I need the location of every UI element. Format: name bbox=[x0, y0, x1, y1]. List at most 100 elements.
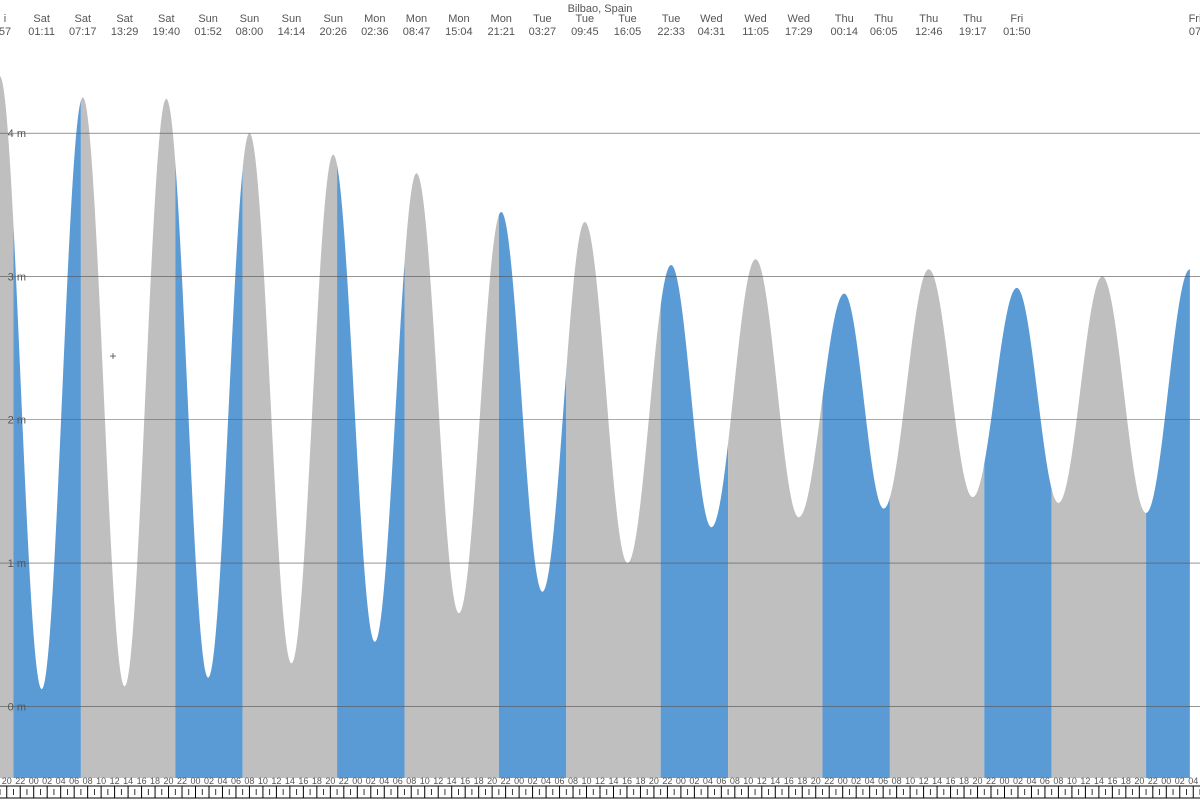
x-axis-hour-label: 00 bbox=[838, 776, 848, 786]
tide-event-day: Tue bbox=[576, 13, 595, 25]
tide-event-time: 03:27 bbox=[529, 26, 557, 38]
x-axis-hour-label: 02 bbox=[851, 776, 861, 786]
x-axis-hour-label: 06 bbox=[878, 776, 888, 786]
tide-event-time: 17:29 bbox=[785, 26, 813, 38]
tide-event-day: Thu bbox=[919, 13, 938, 25]
x-axis-hour-label: 08 bbox=[1053, 776, 1063, 786]
tide-event-time: 01:11 bbox=[28, 26, 55, 38]
x-axis-hour-label: 18 bbox=[959, 776, 969, 786]
tide-event-time: 01:52 bbox=[194, 26, 222, 38]
x-axis-hour-label: 06 bbox=[555, 776, 565, 786]
x-axis-hour-label: 02 bbox=[1013, 776, 1023, 786]
x-axis-hour-label: 04 bbox=[865, 776, 875, 786]
x-axis-hour-label: 22 bbox=[662, 776, 672, 786]
tide-event-day: Wed bbox=[744, 13, 766, 25]
x-axis-hour-label: 20 bbox=[487, 776, 497, 786]
x-axis-hour-label: 22 bbox=[1148, 776, 1158, 786]
x-axis-hour-label: 20 bbox=[1134, 776, 1144, 786]
x-axis-hour-label: 04 bbox=[56, 776, 66, 786]
x-axis-hour-label: 14 bbox=[608, 776, 618, 786]
x-axis-hour-label: 12 bbox=[433, 776, 443, 786]
x-axis-hour-label: 16 bbox=[622, 776, 632, 786]
x-axis-hour-label: 12 bbox=[595, 776, 605, 786]
x-axis-hour-label: 20 bbox=[2, 776, 12, 786]
tide-event-day: Thu bbox=[835, 13, 854, 25]
x-axis-hour-label: 02 bbox=[1175, 776, 1185, 786]
x-axis-hour-label: 14 bbox=[285, 776, 295, 786]
x-axis-hour-label: 10 bbox=[96, 776, 106, 786]
tide-event-time: 22:33 bbox=[657, 26, 685, 38]
x-axis-hour-label: 08 bbox=[406, 776, 416, 786]
x-axis-hour-label: 22 bbox=[986, 776, 996, 786]
x-axis-hour-label: 18 bbox=[474, 776, 484, 786]
tide-event-day: Wed bbox=[788, 13, 810, 25]
y-axis-tick-label: 1 m bbox=[8, 558, 26, 570]
tide-event-day: Mon bbox=[406, 13, 427, 25]
y-axis-tick-label: 0 m bbox=[8, 701, 26, 713]
tide-event-day: Tue bbox=[662, 13, 681, 25]
tide-event-day: Mon bbox=[364, 13, 385, 25]
tide-event-time: 00:14 bbox=[830, 26, 858, 38]
x-axis-hour-label: 16 bbox=[784, 776, 794, 786]
x-axis-hour-label: 12 bbox=[757, 776, 767, 786]
x-axis-hour-label: 22 bbox=[501, 776, 511, 786]
x-axis-hour-label: 18 bbox=[150, 776, 160, 786]
x-axis-hour-label: 04 bbox=[541, 776, 551, 786]
x-axis-hour-label: 14 bbox=[123, 776, 133, 786]
x-axis-hour-label: 04 bbox=[703, 776, 713, 786]
x-axis-hour-label: 16 bbox=[137, 776, 147, 786]
x-axis-hour-label: 10 bbox=[1067, 776, 1077, 786]
x-axis-hour-label: 16 bbox=[298, 776, 308, 786]
tide-event-day: Fri bbox=[1189, 13, 1200, 25]
x-axis-hour-label: 00 bbox=[352, 776, 362, 786]
tide-event-time: 09:45 bbox=[571, 26, 599, 38]
tide-event-time: 19:17 bbox=[959, 26, 987, 38]
x-axis-hour-label: 16 bbox=[460, 776, 470, 786]
tide-event-time: 57 bbox=[0, 26, 11, 38]
x-axis-hour-label: 08 bbox=[244, 776, 254, 786]
x-axis-hour-label: 02 bbox=[204, 776, 214, 786]
tide-event-day: Sat bbox=[116, 13, 133, 25]
tide-event-day: Sun bbox=[240, 13, 260, 25]
y-axis-tick-label: 2 m bbox=[8, 415, 26, 427]
y-axis-tick-label: 4 m bbox=[8, 128, 26, 140]
x-axis-hour-label: 08 bbox=[83, 776, 93, 786]
x-axis-hour-label: 22 bbox=[15, 776, 25, 786]
tide-event-day: Mon bbox=[448, 13, 469, 25]
x-axis-hour-label: 00 bbox=[676, 776, 686, 786]
tide-event-day: i bbox=[4, 13, 6, 25]
tide-event-time: 08:47 bbox=[403, 26, 431, 38]
x-axis-hour-label: 06 bbox=[716, 776, 726, 786]
tide-event-time: 12:46 bbox=[915, 26, 943, 38]
x-axis-hour-label: 04 bbox=[379, 776, 389, 786]
tide-event-time: 20:26 bbox=[319, 26, 347, 38]
x-axis-hour-label: 18 bbox=[312, 776, 322, 786]
tide-event-time: 13:29 bbox=[111, 26, 139, 38]
tide-event-time: 21:21 bbox=[487, 26, 515, 38]
tide-event-day: Thu bbox=[874, 13, 893, 25]
x-axis-hour-label: 20 bbox=[325, 776, 335, 786]
x-axis-hour-label: 02 bbox=[366, 776, 376, 786]
x-axis-hour-label: 06 bbox=[1040, 776, 1050, 786]
tide-event-time: 01:50 bbox=[1003, 26, 1031, 38]
x-axis-hour-label: 20 bbox=[973, 776, 983, 786]
tide-event-day: Sun bbox=[198, 13, 218, 25]
x-axis-hour-label: 14 bbox=[932, 776, 942, 786]
tide-event-day: Sat bbox=[75, 13, 92, 25]
tide-event-day: Fri bbox=[1010, 13, 1023, 25]
x-axis-hour-label: 18 bbox=[635, 776, 645, 786]
crosshair-icon: + bbox=[109, 349, 116, 363]
x-axis-hour-label: 06 bbox=[231, 776, 241, 786]
tide-event-time: 15:04 bbox=[445, 26, 473, 38]
x-axis-hour-label: 08 bbox=[568, 776, 578, 786]
tide-event-day: Sun bbox=[282, 13, 302, 25]
tide-event-day: Tue bbox=[618, 13, 637, 25]
tide-event-time: 04:31 bbox=[698, 26, 726, 38]
x-axis-hour-label: 14 bbox=[447, 776, 457, 786]
tide-event-time: 07:17 bbox=[69, 26, 97, 38]
x-axis-hour-label: 10 bbox=[743, 776, 753, 786]
tide-event-time: 08:00 bbox=[236, 26, 264, 38]
x-axis-hour-label: 20 bbox=[164, 776, 174, 786]
x-axis-hour-label: 02 bbox=[689, 776, 699, 786]
x-axis-hour-label: 04 bbox=[217, 776, 227, 786]
